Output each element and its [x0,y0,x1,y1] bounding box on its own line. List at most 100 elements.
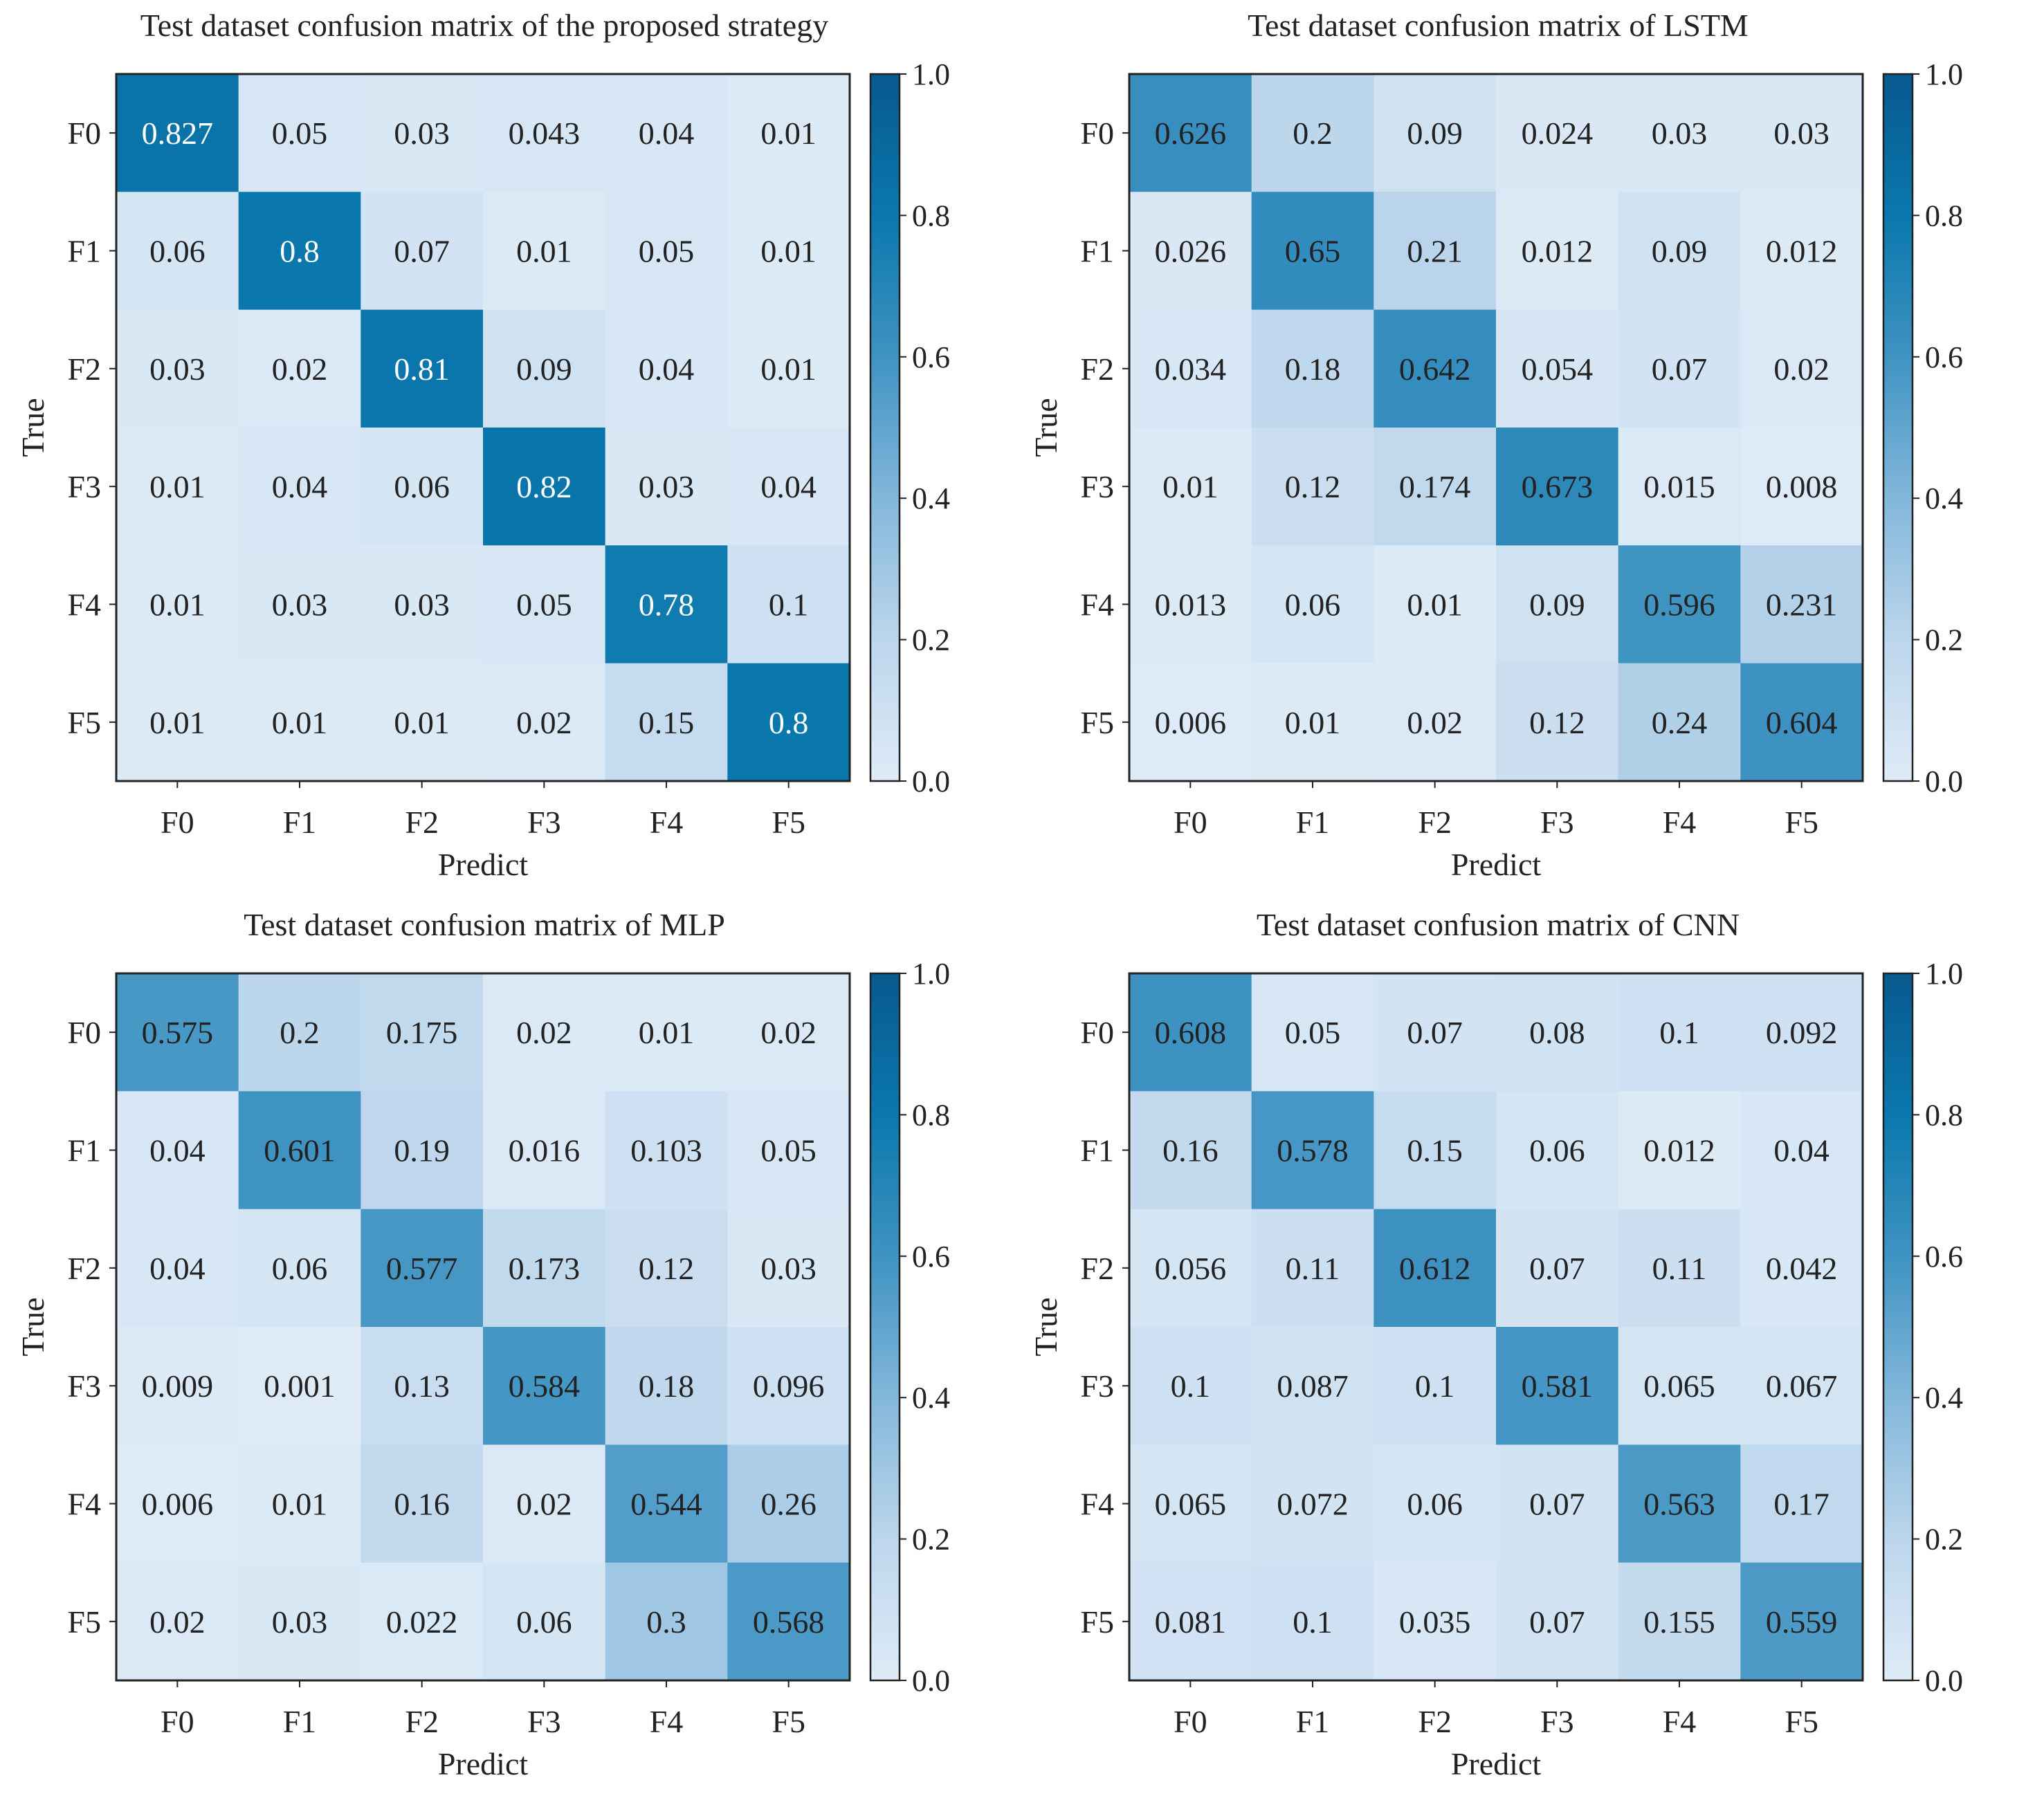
cell-value-label: 0.03 [394,587,450,623]
cell-value-label: 0.02 [516,1015,572,1050]
cell-value-label: 0.02 [149,1604,206,1640]
y-tick-label: F0 [67,116,101,151]
y-tick-label: F3 [67,1368,101,1404]
cell-value-label: 0.01 [1285,705,1341,740]
heatmap-cell [238,545,361,664]
cell-value-label: 0.673 [1522,469,1594,504]
cell-value-label: 0.12 [639,1251,695,1286]
heatmap-cell [1129,1091,1252,1210]
y-tick-label: F1 [67,234,101,269]
cell-value-label: 0.05 [272,116,328,151]
colorbar-tick-label: 0.0 [1925,1664,1963,1698]
x-axis-label: Predict [438,847,529,882]
x-tick-label: F5 [772,1704,805,1739]
heatmap-cell [727,428,850,546]
x-tick-label: F1 [283,1704,317,1739]
y-tick-label: F5 [1080,705,1114,740]
cell-value-label: 0.544 [630,1487,702,1522]
heatmap-cell [605,428,728,546]
heatmap-cell [605,309,728,428]
heatmap-cell [1251,74,1374,192]
heatmap-cell [1374,1091,1497,1210]
heatmap-cell [1129,973,1252,1092]
cell-value-label: 0.06 [272,1251,328,1286]
x-tick-label: F3 [1540,1704,1574,1739]
heatmap-cell [1740,663,1863,782]
heatmap-cell [238,1327,361,1445]
heatmap-cell [605,1209,728,1328]
cell-value-label: 0.03 [149,351,206,387]
heatmap-cell [116,973,239,1092]
cell-value-label: 0.24 [1652,705,1708,740]
heatmap-cell [116,192,239,311]
y-tick-label: F4 [1080,1487,1114,1522]
cell-value-label: 0.09 [516,351,572,387]
heatmap-cell [483,192,606,311]
y-tick-label: F2 [67,351,101,387]
cell-value-label: 0.02 [516,1487,572,1522]
x-axis-label: Predict [438,1746,529,1781]
cell-value-label: 0.022 [386,1604,458,1640]
cell-value-label: 0.05 [516,587,572,623]
cell-value-label: 0.09 [1652,234,1708,269]
cell-value-label: 0.04 [639,351,695,387]
cell-value-label: 0.06 [149,234,206,269]
colorbar-tick-label: 0.0 [912,764,950,798]
cell-value-label: 0.08 [1529,1015,1585,1050]
cell-value-label: 0.584 [509,1368,581,1404]
cell-value-label: 0.035 [1399,1604,1471,1640]
heatmap-cell [727,74,850,192]
y-tick-label: F0 [1080,116,1114,151]
heatmap-cell [605,1562,728,1681]
heatmap-cell [1374,973,1497,1092]
cell-value-label: 0.02 [1407,705,1463,740]
cell-value-label: 0.043 [509,116,581,151]
cell-value-label: 0.01 [760,351,816,387]
cell-value-label: 0.16 [394,1487,450,1522]
y-tick-label: F2 [1080,1251,1114,1286]
heatmap-cell [727,192,850,311]
cell-value-label: 0.01 [149,587,206,623]
heatmap-cell [116,1444,239,1563]
cell-value-label: 0.03 [272,1604,328,1640]
colorbar [1882,972,1914,1682]
x-tick-label: F4 [1663,805,1697,840]
cell-value-label: 0.01 [760,234,816,269]
colorbar-tick-label: 1.0 [1925,57,1963,91]
cell-value-label: 0.596 [1643,587,1715,623]
colorbar-tick-label: 0.2 [912,1523,950,1557]
heatmap-frame [115,972,851,1682]
x-tick-label: F3 [1540,805,1574,840]
cell-value-label: 0.042 [1766,1251,1838,1286]
heatmap-cell [1740,545,1863,664]
heatmap-cell [1129,1209,1252,1328]
confusion-matrix-panel-0: Test dataset confusion matrix of the pro… [15,8,950,882]
cell-value-label: 0.1 [1659,1015,1699,1050]
cell-value-label: 0.07 [394,234,450,269]
heatmap-cell [727,1327,850,1445]
x-tick-label: F0 [1174,805,1207,840]
cell-value-label: 0.103 [630,1133,702,1168]
heatmap-cell [361,1209,484,1328]
heatmap-cell [483,1562,606,1681]
heatmap-cell [1496,309,1619,428]
cell-value-label: 0.26 [760,1487,816,1522]
colorbar-tick-label: 0.6 [912,340,950,374]
colorbar-tick-label: 1.0 [912,57,950,91]
y-tick-label: F1 [1080,234,1114,269]
cell-value-label: 0.01 [149,469,206,504]
cell-value-label: 0.175 [386,1015,458,1050]
x-tick-label: F3 [527,1704,561,1739]
cell-value-label: 0.01 [1162,469,1219,504]
cell-value-label: 0.04 [639,116,695,151]
colorbar-tick-label: 0.0 [1925,764,1963,798]
colorbar-tick-label: 0.2 [1925,1523,1963,1557]
colorbar [1882,73,1914,782]
heatmap-cell [116,309,239,428]
cell-value-label: 0.04 [1773,1133,1829,1168]
x-tick-label: F1 [1296,1704,1330,1739]
heatmap-cell [1496,1327,1619,1445]
heatmap-cell [1496,973,1619,1092]
cell-value-label: 0.01 [272,1487,328,1522]
